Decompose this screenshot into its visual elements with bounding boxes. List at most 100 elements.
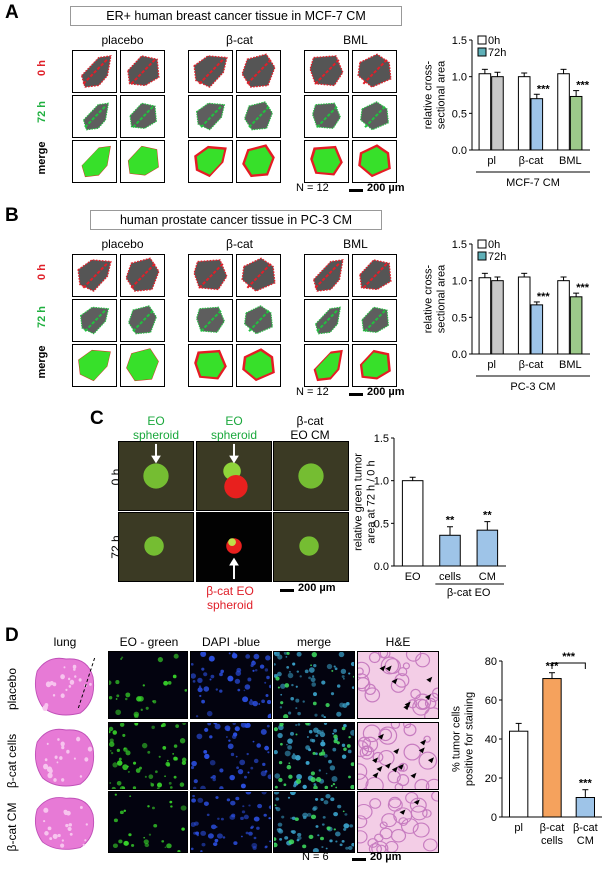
svg-text:area at 72 h / 0 h: area at 72 h / 0 h [366,460,378,543]
panel-c-scalebar [280,589,294,592]
significance-mark: *** [579,778,593,790]
bar [478,277,492,355]
histology-image-tile [357,651,439,719]
chart-a: 0.0 0.5 1.0 1.5 relative cross-sectional are… [420,30,600,215]
panel-d-col-lung: lung [53,635,77,649]
histology-image-tile [30,651,102,719]
x-tick-label: β-cat [519,359,544,371]
panel-a-row-0h: 0 h [36,60,48,76]
svg-text:relative cross-: relative cross- [423,60,435,129]
group-label: β-cat EO [447,587,491,599]
panel-d-row-placebo: placebo [5,667,19,711]
x-tick-label: BML [559,155,582,167]
bar [517,76,531,151]
tissue-image-tile [120,299,165,342]
tissue-image-tile [188,50,233,93]
svg-text:positive for staining: positive for staining [464,692,476,786]
tissue-image-tile [72,50,117,93]
x-tick-label: β-cat [573,822,598,834]
y-tick-label: 0.0 [452,349,467,361]
y-tick-label: 0 [491,812,497,824]
y-tick-label: 60 [485,695,497,707]
tissue-image-tile [304,344,349,387]
significance-mark: *** [576,80,590,92]
y-tick-label: 0.0 [452,145,467,157]
svg-text:relative green tumor: relative green tumor [353,453,365,551]
tissue-image-tile [188,254,233,297]
x-tick-label: CM [577,835,594,847]
group-label: MCF-7 CM [506,177,560,189]
histology-image-tile [273,791,355,853]
tissue-image-tile [352,95,397,138]
bar [476,529,499,567]
spheroid-image-tile [196,512,272,582]
bar [491,280,504,355]
panel-a-scalebar [349,189,363,192]
histology-image-tile [108,651,188,719]
histology-image-tile [190,722,272,790]
bar [557,73,570,151]
tissue-image-tile [72,95,117,138]
x-tick-label: CM [479,571,496,583]
bar [401,480,424,567]
significance-mark: *** [576,282,590,294]
panel-d-label: D [5,625,19,646]
panel-a-col-bml: BML [343,33,368,47]
svg-text:sectional area: sectional area [436,264,448,333]
spheroid-image-tile [118,441,194,511]
significance-mark: ** [483,510,492,522]
panel-d-scale: 20 µm [370,851,402,863]
tissue-image-tile [188,140,233,183]
tissue-image-tile [236,299,281,342]
x-tick-label: pl [487,359,496,371]
panel-d-col-he: H&E [385,635,411,649]
panel-a-row-merge: merge [36,141,48,175]
x-tick-label: EO [405,571,421,583]
panel-b-col-bml: BML [343,237,368,251]
panel-d-row-bcat-cm: β-cat CM [5,802,19,852]
legend-label: 72h [488,251,506,263]
spheroid-image-tile [118,512,194,582]
panel-d-n: N = 6 [302,851,329,863]
tissue-image-tile [120,50,165,93]
y-tick-label: 0.5 [452,312,467,324]
tissue-image-tile [352,50,397,93]
panel-a-title: ER+ human breast cancer tissue in MCF-7 … [70,6,402,26]
panel-c-col-eo-1: EO spheroid [132,414,180,442]
histology-image-tile [30,791,102,853]
x-tick-label: β-cat [519,155,544,167]
y-tick-label: 80 [485,656,497,668]
y-tick-label: 1.5 [374,433,389,445]
x-tick-label: pl [487,155,496,167]
x-tick-label: BML [559,359,582,371]
spheroid-image-tile [196,441,272,511]
panel-b-col-placebo: placebo [101,237,144,251]
panel-a-col-bcat: β-cat [226,33,253,47]
significance-bracket [551,662,586,669]
tissue-image-tile [72,140,117,183]
histology-image-tile [108,722,188,790]
legend-label: 0h [488,35,500,47]
x-tick-label: β-cat [540,822,565,834]
y-tick-label: 20 [485,773,497,785]
chart-b: 0.0 0.5 1.0 1.5 relative cross-sectional are… [420,234,600,419]
y-tick-label: 1.5 [452,239,467,251]
bar [491,76,504,151]
tissue-image-tile [236,50,281,93]
tissue-image-tile [352,299,397,342]
tissue-image-tile [120,254,165,297]
x-tick-label: cells [439,571,462,583]
bar [509,730,529,818]
tissue-image-tile [188,344,233,387]
y-tick-label: 1.5 [452,35,467,47]
legend-swatch [477,35,487,45]
y-tick-label: 40 [485,734,497,746]
panel-b-row-72h: 72 h [36,306,48,329]
tissue-image-tile [120,140,165,183]
panel-b-n: N = 12 [296,386,329,398]
panel-c-label: C [90,408,104,429]
legend-label: 0h [488,239,500,251]
histology-image-tile [190,651,272,719]
tissue-image-tile [304,50,349,93]
histology-image-tile [357,722,439,790]
